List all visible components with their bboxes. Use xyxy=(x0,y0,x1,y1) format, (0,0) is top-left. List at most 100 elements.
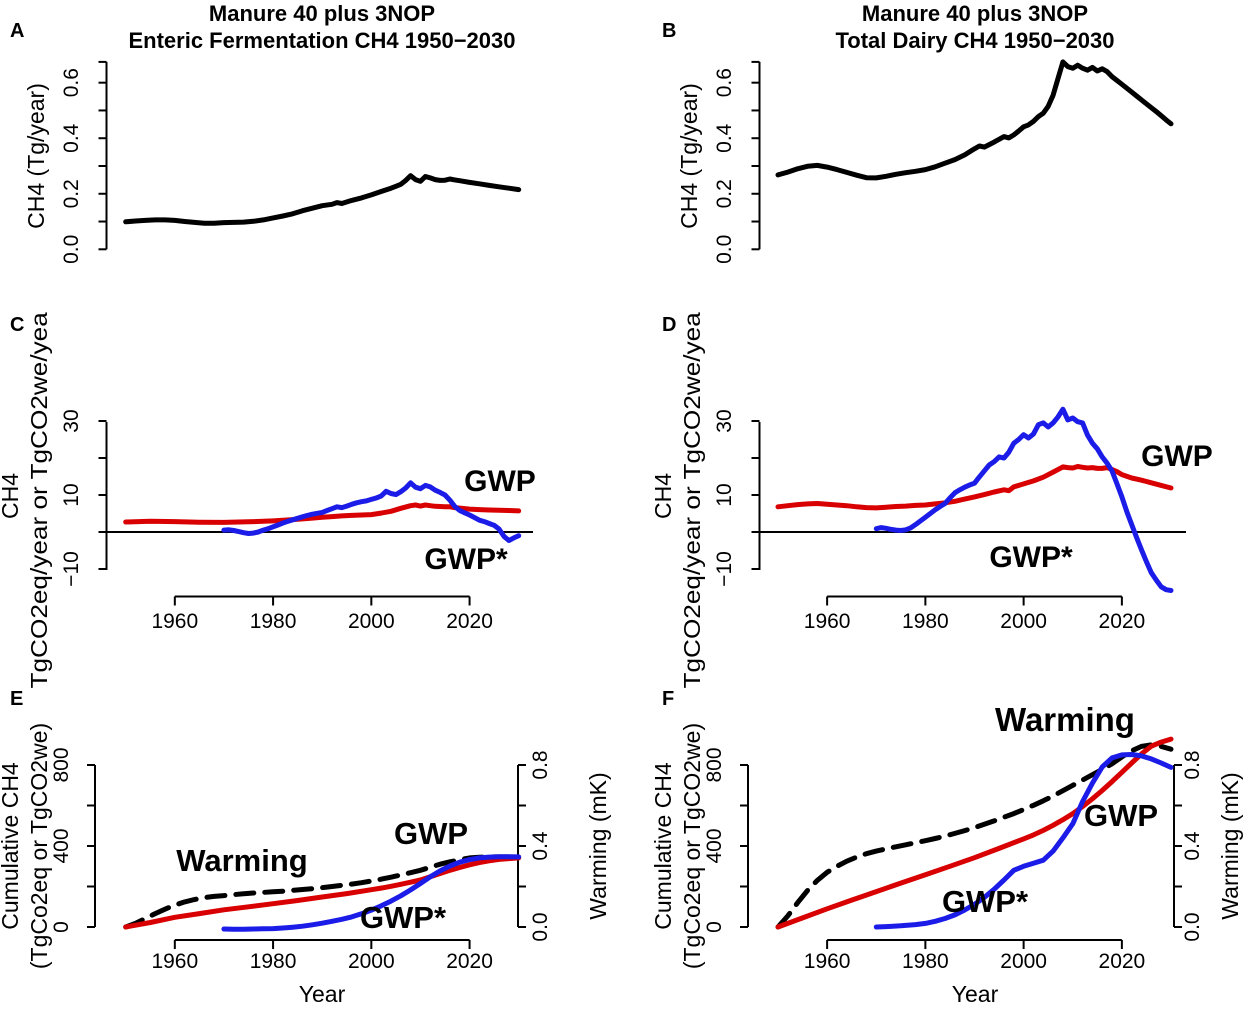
y-axis-title-line: (TgCo2eq or TgCO2we) xyxy=(679,723,705,969)
gwp-label: GWP xyxy=(1084,798,1158,833)
gwp-label: GWP xyxy=(394,816,468,851)
y-axis-title: CH4 (Tg/year) xyxy=(23,83,49,229)
x-tick-label: 1980 xyxy=(250,950,297,973)
y-tick-label: 0.4 xyxy=(713,123,736,153)
y2-axis: 0.0 0.4 0.8 Warming (mK) xyxy=(517,750,611,942)
panel-letter-b: B xyxy=(662,20,676,42)
x-tick-label: 1980 xyxy=(902,950,949,973)
panel-letter-f: F xyxy=(662,688,674,710)
enteric-ch4-line xyxy=(123,173,522,226)
warming-line xyxy=(775,742,1174,930)
y-tick-label: 400 xyxy=(703,828,726,863)
y-tick-label: 0.2 xyxy=(60,179,83,208)
gwp-star-line xyxy=(873,406,1174,593)
panel-f: F 0 400 800 Cumulative CH4 (TgCo2eq or TgCO2w… xyxy=(650,688,1243,1007)
y-tick-label: 10 xyxy=(60,483,83,506)
y-tick-label: 0.4 xyxy=(60,123,83,153)
panel-title-line: Manure 40 plus 3NOP xyxy=(209,1,435,26)
y-axis-title-line: (TgCo2eq or TgCO2we) xyxy=(26,723,52,969)
y-axis-title-line: CH4 xyxy=(0,473,23,519)
y-axis-title-line: TgCO2eq/year or TgCO2we/year xyxy=(26,303,52,688)
y-axis-title-line: CH4 (Tg/year) xyxy=(23,83,49,229)
y-tick-label: −10 xyxy=(60,551,83,587)
y-axis-title-line: Cumulative CH4 xyxy=(650,762,676,930)
x-tick-label: 2000 xyxy=(348,610,395,633)
gwp-star-label: GWP* xyxy=(942,884,1029,919)
y2-tick-label: 0.0 xyxy=(529,912,552,941)
y-axis-title-line: Cumulative CH4 xyxy=(0,762,23,930)
panel-c: C −10 10 30 CH4 TgCO2eq/year or TgCO2we/year 1… xyxy=(0,303,536,689)
panel-title-line: Enteric Fermentation CH4 1950−2030 xyxy=(128,28,515,53)
y-tick-label: 400 xyxy=(50,828,73,863)
warming-line xyxy=(123,854,522,930)
x-tick-label: 1960 xyxy=(804,950,851,973)
gwp-line xyxy=(775,736,1174,930)
gwp-label: GWP xyxy=(1141,440,1213,473)
y-axis-title: Cumulative CH4 (TgCo2eq or TgCO2we) xyxy=(0,723,52,969)
gwp-star-line xyxy=(873,752,1174,930)
gwp-star-line xyxy=(221,854,522,932)
x-tick-label: 2000 xyxy=(348,950,395,973)
y-tick-label: 10 xyxy=(713,483,736,506)
y-tick-label: 800 xyxy=(703,747,726,782)
warming-label: Warming xyxy=(176,843,307,878)
x-tick-label: 1960 xyxy=(151,950,198,973)
x-tick-label: 2020 xyxy=(1099,950,1146,973)
y-tick-label: 30 xyxy=(60,409,83,432)
y2-tick-label: 0.8 xyxy=(1181,750,1204,779)
gwp-star-line xyxy=(221,480,522,543)
gwp-label: GWP xyxy=(464,465,536,498)
x-tick-label: 1980 xyxy=(250,610,297,633)
panel-letter-d: D xyxy=(662,314,676,336)
y-tick-label: −10 xyxy=(713,551,736,587)
y-axis-title-line: CH4 (Tg/year) xyxy=(676,83,702,229)
panel-letter-e: E xyxy=(10,688,23,710)
y-tick-label: 0.6 xyxy=(60,68,83,97)
y-axis-title: CH4 TgCO2eq/year or TgCO2we/year xyxy=(0,303,52,689)
y-tick-label: 800 xyxy=(50,747,73,782)
x-axis: 1960 1980 2000 2020 Year xyxy=(151,939,493,1007)
x-tick-label: 2020 xyxy=(446,950,493,973)
y-tick-label: 0.0 xyxy=(713,235,736,264)
y-axis: −10 10 30 xyxy=(60,409,108,587)
x-axis: 1960 1980 2000 2020 xyxy=(804,595,1146,633)
x-tick-label: 1980 xyxy=(902,610,949,633)
x-axis-title: Year xyxy=(952,981,999,1007)
y-tick-label: 0.6 xyxy=(713,68,736,97)
y2-axis: 0.0 0.4 0.8 Warming (mK) xyxy=(1173,750,1243,942)
y-axis-title: CH4 TgCO2eq/year or TgCO2we/year xyxy=(650,312,705,689)
gwp-star-label: GWP* xyxy=(989,541,1073,574)
gwp-star-label: GWP* xyxy=(360,900,447,935)
y-tick-label: 0 xyxy=(50,921,73,933)
panel-title-line: Total Dairy CH4 1950−2030 xyxy=(835,28,1114,53)
y-tick-label: 30 xyxy=(713,409,736,432)
gwp-line xyxy=(123,855,522,930)
panel-letter-a: A xyxy=(10,20,24,42)
x-tick-label: 1960 xyxy=(151,610,198,633)
y-tick-label: 0.0 xyxy=(60,235,83,264)
y-axis: −10 10 30 xyxy=(713,409,761,587)
x-axis: 1960 1980 2000 2020 xyxy=(151,595,493,633)
y-axis-title: CH4 (Tg/year) xyxy=(676,83,702,229)
y-axis: 0.0 0.2 0.4 0.6 xyxy=(713,60,761,264)
panel-letter-c: C xyxy=(10,314,24,336)
y2-tick-label: 0.4 xyxy=(1181,831,1204,861)
panel-title-line: Manure 40 plus 3NOP xyxy=(862,1,1088,26)
y-tick-label: 0.2 xyxy=(713,179,736,208)
x-tick-label: 2020 xyxy=(1099,610,1146,633)
x-axis: 1960 1980 2000 2020 Year xyxy=(804,939,1146,1007)
y-axis-title-line: CH4 xyxy=(650,473,676,519)
y-tick-label: 0 xyxy=(703,921,726,933)
y2-tick-label: 0.8 xyxy=(529,750,552,779)
x-tick-label: 1960 xyxy=(804,610,851,633)
x-axis-title: Year xyxy=(299,981,346,1007)
x-tick-label: 2000 xyxy=(1000,610,1047,633)
gwp-star-label: GWP* xyxy=(424,543,508,576)
warming-label: Warming xyxy=(995,701,1135,738)
y-axis: 0 400 800 xyxy=(703,747,749,933)
